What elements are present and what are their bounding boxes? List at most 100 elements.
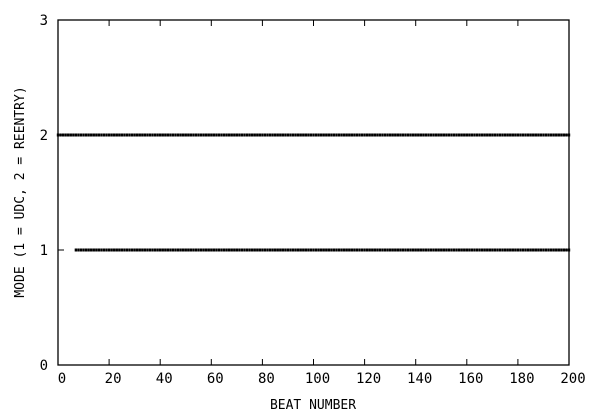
- data-point-mode-2-beat-66: [225, 133, 228, 137]
- data-point-mode-1-beat-166: [480, 248, 484, 252]
- x-tick-label-8: 160: [458, 371, 483, 387]
- data-point-mode-2-beat-44: [169, 133, 172, 137]
- data-point-mode-1-beat-192: [547, 248, 550, 252]
- data-point-mode-1-beat-99: [309, 248, 313, 252]
- data-point-mode-2-beat-60: [210, 133, 213, 137]
- data-point-mode-2-beat-13: [90, 133, 93, 137]
- data-point-mode-1-beat-108: [332, 248, 336, 252]
- data-point-mode-1-beat-172: [496, 248, 499, 252]
- data-point-mode-2-beat-164: [475, 133, 479, 137]
- data-point-mode-2-beat-17: [100, 133, 103, 137]
- data-point-mode-1-beat-62: [215, 248, 218, 252]
- data-point-mode-2-beat-159: [463, 133, 466, 137]
- data-point-mode-1-beat-45: [171, 248, 175, 252]
- data-point-mode-2-beat-186: [532, 133, 535, 137]
- data-point-mode-2-beat-40: [159, 133, 162, 137]
- data-point-mode-2-beat-61: [212, 133, 216, 137]
- data-point-mode-1-beat-100: [312, 248, 315, 252]
- data-point-mode-1-beat-40: [159, 248, 162, 252]
- data-point-mode-2-beat-70: [235, 133, 239, 137]
- data-point-mode-1-beat-158: [460, 248, 463, 252]
- data-point-mode-2-beat-74: [245, 133, 249, 137]
- data-point-mode-2-beat-189: [539, 133, 543, 137]
- data-point-mode-2-beat-174: [501, 133, 504, 137]
- data-point-mode-1-beat-60: [210, 248, 213, 252]
- data-point-mode-1-beat-190: [542, 248, 545, 252]
- data-point-mode-2-beat-166: [480, 133, 484, 137]
- data-point-mode-2-beat-187: [534, 133, 537, 137]
- data-point-mode-2-beat-50: [184, 133, 187, 137]
- data-point-mode-1-beat-55: [197, 248, 200, 252]
- data-point-mode-2-beat-100: [312, 133, 315, 137]
- data-point-mode-1-beat-171: [493, 248, 497, 252]
- data-point-mode-1-beat-41: [161, 248, 164, 252]
- data-point-mode-1-beat-200: [567, 248, 571, 252]
- data-point-mode-2-beat-105: [325, 133, 328, 137]
- data-point-mode-1-beat-115: [350, 248, 354, 252]
- data-point-mode-1-beat-69: [233, 248, 236, 252]
- data-point-mode-2-beat-42: [164, 133, 167, 137]
- data-point-mode-1-beat-75: [248, 248, 251, 252]
- x-tick-label-6: 120: [356, 371, 381, 387]
- data-point-mode-1-beat-33: [141, 248, 144, 252]
- data-point-mode-1-beat-163: [473, 248, 476, 252]
- data-point-mode-1-beat-187: [534, 248, 537, 252]
- data-point-mode-2-beat-103: [319, 133, 323, 137]
- data-point-mode-1-beat-145: [427, 248, 430, 252]
- data-point-mode-1-beat-51: [187, 248, 190, 252]
- data-point-mode-1-beat-136: [404, 248, 407, 252]
- data-point-mode-1-beat-48: [179, 248, 182, 252]
- data-point-mode-1-beat-191: [544, 248, 548, 252]
- data-point-mode-1-beat-184: [526, 248, 530, 252]
- y-tick-label-0: 0: [40, 358, 48, 374]
- data-point-mode-1-beat-92: [291, 248, 295, 252]
- data-point-mode-1-beat-78: [256, 248, 259, 252]
- data-point-mode-2-beat-151: [442, 133, 446, 137]
- data-point-mode-2-beat-78: [256, 133, 259, 137]
- data-point-mode-2-beat-54: [194, 133, 198, 137]
- data-point-mode-2-beat-191: [544, 133, 548, 137]
- data-point-mode-1-beat-116: [353, 248, 356, 252]
- data-point-mode-1-beat-152: [445, 248, 448, 252]
- data-point-mode-2-beat-57: [202, 133, 205, 137]
- data-point-mode-2-beat-23: [115, 133, 118, 137]
- data-point-mode-2-beat-114: [348, 133, 351, 137]
- data-point-mode-1-beat-129: [386, 248, 389, 252]
- data-point-mode-1-beat-20: [107, 248, 111, 252]
- data-point-mode-1-beat-111: [340, 248, 343, 252]
- data-point-mode-2-beat-128: [383, 133, 387, 137]
- data-point-mode-1-beat-147: [432, 248, 435, 252]
- data-point-mode-2-beat-19: [105, 133, 108, 137]
- x-axis-ticks: 0 20 40 60 80 100 120 140 160 180 200: [57, 20, 586, 387]
- data-point-mode-2-beat-93: [294, 133, 297, 137]
- data-point-mode-2-beat-24: [118, 133, 121, 137]
- data-point-mode-1-beat-11: [84, 248, 88, 252]
- y-axis-title: MODE (1 = UDC, 2 = REENTRY): [13, 86, 28, 297]
- data-point-mode-2-beat-2: [61, 133, 65, 137]
- data-point-mode-1-beat-128: [383, 248, 387, 252]
- data-point-mode-2-beat-35: [146, 133, 149, 137]
- data-point-mode-2-beat-62: [215, 133, 218, 137]
- data-point-mode-2-beat-72: [240, 133, 244, 137]
- data-point-mode-1-beat-44: [169, 248, 172, 252]
- data-point-mode-1-beat-19: [105, 248, 108, 252]
- data-point-mode-2-beat-175: [503, 133, 507, 137]
- data-point-mode-1-beat-165: [478, 248, 481, 252]
- data-point-mode-2-beat-51: [187, 133, 190, 137]
- data-point-mode-2-beat-140: [414, 133, 417, 137]
- data-point-mode-2-beat-130: [388, 133, 392, 137]
- data-point-mode-1-beat-26: [123, 248, 126, 252]
- data-points: [56, 133, 571, 252]
- data-point-mode-1-beat-122: [368, 248, 371, 252]
- data-point-mode-1-beat-117: [355, 248, 359, 252]
- data-point-mode-1-beat-159: [463, 248, 466, 252]
- data-point-mode-2-beat-198: [562, 133, 566, 137]
- data-point-mode-1-beat-194: [552, 248, 555, 252]
- data-point-mode-1-beat-109: [335, 248, 338, 252]
- data-point-mode-2-beat-89: [284, 133, 287, 137]
- data-point-mode-2-beat-193: [549, 133, 553, 137]
- data-point-mode-1-beat-87: [279, 248, 282, 252]
- data-point-mode-2-beat-22: [113, 133, 116, 137]
- data-point-mode-2-beat-165: [478, 133, 481, 137]
- data-point-mode-2-beat-30: [133, 133, 136, 137]
